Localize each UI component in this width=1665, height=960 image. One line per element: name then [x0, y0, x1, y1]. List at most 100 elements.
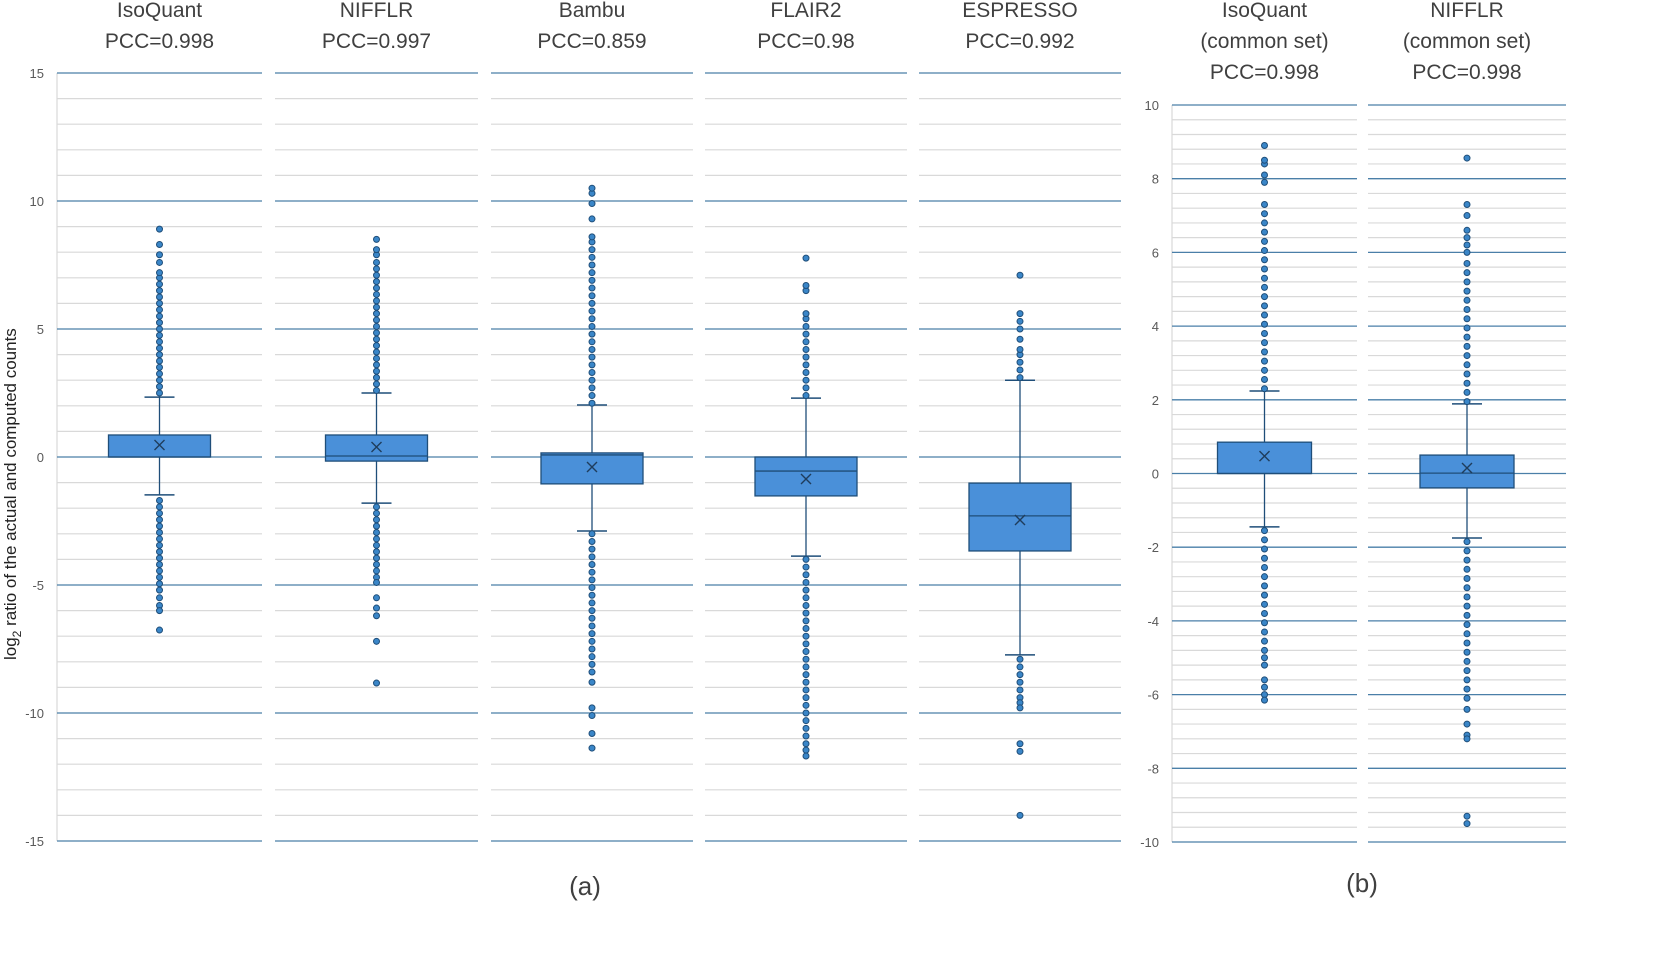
- outlier-point: [1463, 621, 1471, 629]
- outlier-point: [373, 278, 380, 286]
- outlier-point: [1016, 271, 1024, 279]
- outlier-point: [156, 626, 163, 634]
- outlier-point: [588, 345, 596, 353]
- outlier-point: [1463, 296, 1471, 304]
- outlier-point: [1261, 339, 1268, 347]
- outlier-point: [373, 310, 380, 318]
- outlier-point: [588, 315, 596, 323]
- outlier-point: [373, 612, 380, 620]
- y-tick-label: 0: [37, 450, 44, 465]
- outlier-point: [1016, 678, 1024, 686]
- outlier-point: [373, 548, 380, 556]
- outlier-point: [1016, 686, 1024, 694]
- outlier-point: [802, 322, 810, 330]
- outlier-point: [1463, 259, 1471, 267]
- series-title: NIFFLR: [1430, 0, 1504, 22]
- y-tick-label: -15: [25, 834, 44, 849]
- outlier-point: [156, 338, 163, 346]
- outlier-point: [156, 594, 163, 602]
- outlier-point: [1463, 565, 1471, 573]
- outlier-point: [373, 235, 380, 243]
- outlier-point: [588, 576, 596, 584]
- series-title: IsoQuant: [117, 0, 202, 22]
- outlier-point: [802, 310, 810, 318]
- outlier-point: [1261, 661, 1268, 669]
- outlier-point: [588, 215, 596, 223]
- outlier-point: [588, 645, 596, 653]
- outlier-point: [1463, 333, 1471, 341]
- outlier-point: [1016, 704, 1024, 712]
- outlier-point: [1261, 582, 1268, 590]
- outlier-point: [588, 568, 596, 576]
- outlier-point: [1463, 584, 1471, 592]
- outlier-point: [802, 617, 810, 625]
- outlier-point: [1016, 811, 1024, 819]
- outlier-point: [802, 281, 810, 289]
- outlier-point: [1261, 274, 1268, 282]
- outlier-point: [1016, 671, 1024, 679]
- outlier-point: [1463, 352, 1471, 360]
- outlier-point: [588, 599, 596, 607]
- outlier-point: [156, 376, 163, 384]
- outlier-point: [802, 740, 810, 748]
- outlier-point: [802, 678, 810, 686]
- outlier-point: [1016, 345, 1024, 353]
- outlier-point: [588, 338, 596, 346]
- outlier-point: [1463, 379, 1471, 387]
- outlier-point: [802, 686, 810, 694]
- outlier-point: [588, 607, 596, 615]
- outlier-point: [373, 284, 380, 292]
- outlier-point: [1463, 538, 1471, 546]
- outlier-point: [1016, 358, 1024, 366]
- outlier-point: [1463, 676, 1471, 684]
- outlier-point: [802, 640, 810, 648]
- y-tick-label: 6: [1152, 245, 1159, 260]
- outlier-point: [588, 622, 596, 630]
- iqr-box: [324, 434, 429, 462]
- panel-a: 15 10 5 0 -5 -10 -15 IsoQuant PCC=0.998 NIFFLR PCC…: [25, 0, 1121, 849]
- outlier-point: [373, 367, 380, 375]
- outlier-point: [373, 342, 380, 350]
- outlier-point: [156, 389, 163, 397]
- y-tick-label: 15: [30, 66, 44, 81]
- outlier-point: [156, 529, 163, 537]
- outlier-point: [588, 284, 596, 292]
- outlier-point: [156, 241, 163, 249]
- outlier-point: [1261, 385, 1268, 393]
- outlier-point: [1261, 219, 1268, 227]
- outlier-point: [802, 254, 810, 262]
- panel-label-b: (b): [1346, 868, 1378, 898]
- outlier-point: [588, 530, 596, 538]
- outlier-point: [588, 630, 596, 638]
- series-title: ESPRESSO: [962, 0, 1078, 22]
- series-pcc: PCC=0.998: [1412, 61, 1521, 84]
- outlier-point: [588, 184, 596, 192]
- outlier-point: [156, 561, 163, 569]
- outlier-point: [802, 392, 810, 400]
- outlier-point: [156, 516, 163, 524]
- outlier-point: [1463, 287, 1471, 295]
- iqr-box: [540, 452, 644, 485]
- outlier-point: [802, 752, 810, 760]
- outlier-point: [156, 586, 163, 594]
- y-tick-label: 4: [1152, 319, 1159, 334]
- outlier-point: [802, 724, 810, 732]
- outlier-point: [156, 312, 163, 320]
- outlier-point: [588, 553, 596, 561]
- outlier-point: [1463, 200, 1471, 208]
- outlier-point: [1463, 248, 1471, 256]
- outlier-point: [1261, 646, 1268, 654]
- outlier-point: [1463, 315, 1471, 323]
- outlier-point: [802, 701, 810, 709]
- mean-marker: [586, 461, 598, 473]
- outlier-point: [1463, 648, 1471, 656]
- series-title: FLAIR2: [770, 0, 841, 22]
- outlier-point: [156, 497, 163, 505]
- iqr-box: [1216, 441, 1313, 475]
- outlier-point: [1261, 619, 1268, 627]
- outlier-point: [373, 316, 380, 324]
- outlier-point: [802, 345, 810, 353]
- y-tick-label: -4: [1147, 614, 1159, 629]
- outlier-point: [1463, 639, 1471, 647]
- y-tick-label: -2: [1147, 540, 1159, 555]
